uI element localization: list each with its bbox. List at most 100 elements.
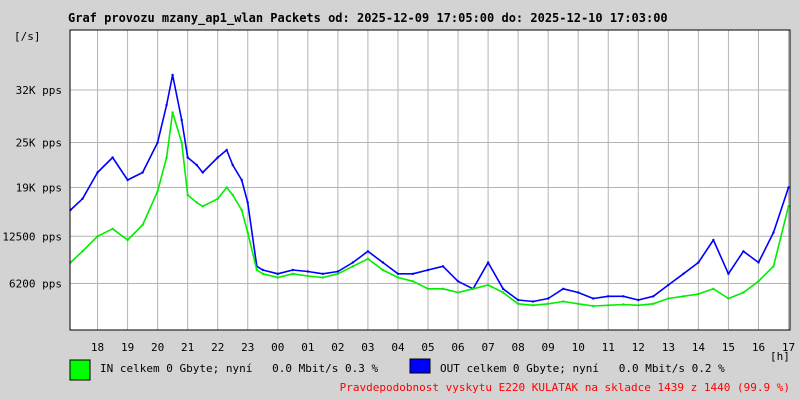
out-data-point <box>186 156 189 159</box>
x-tick-label: 17 <box>782 341 795 354</box>
in-series <box>69 111 790 308</box>
in-data-point <box>351 265 355 268</box>
in-data-point <box>562 300 565 303</box>
out-data-point <box>201 171 204 174</box>
in-data-point <box>727 297 730 300</box>
in-data-point <box>141 223 144 227</box>
in-data-point <box>667 297 670 300</box>
x-tick-label: 22 <box>211 341 224 354</box>
x-tick-label: 02 <box>331 341 344 354</box>
legend-in-swatch <box>69 359 91 381</box>
chart-title: Graf provozu mzany_ap1_wlan Packets od: … <box>68 11 668 26</box>
y-unit-label: [/s] <box>14 30 41 43</box>
legend-in-label: IN celkem 0 Gbyte; nyní 0.0 Mbit/s 0.3 % <box>100 362 379 375</box>
in-data-point <box>195 201 198 204</box>
out-data-point <box>562 287 565 290</box>
in-data-point <box>742 291 745 294</box>
out-data-point <box>531 300 535 303</box>
out-data-point <box>592 297 595 300</box>
in-data-point <box>501 291 505 294</box>
grid-lines <box>70 30 790 330</box>
in-data-point <box>577 302 580 305</box>
out-data-point <box>486 261 490 264</box>
out-data-point <box>195 163 198 167</box>
in-data-point <box>486 283 490 287</box>
out-data-point <box>547 297 550 300</box>
out-data-point <box>727 272 730 275</box>
out-data-point <box>757 261 760 264</box>
out-data-point <box>96 171 99 174</box>
in-data-point <box>240 208 243 212</box>
legend-out-swatch <box>409 358 431 374</box>
out-data-point <box>516 298 520 302</box>
out-data-point <box>216 156 219 159</box>
out-data-point <box>171 73 174 77</box>
out-data-point <box>652 295 655 298</box>
x-tick-label: 13 <box>662 341 675 354</box>
in-data-point <box>652 302 655 305</box>
in-data-point <box>366 257 370 260</box>
out-data-point <box>697 261 700 264</box>
out-data-point <box>426 268 430 272</box>
out-data-point <box>165 103 168 107</box>
x-tick-label: 18 <box>91 341 104 354</box>
x-tick-label: 20 <box>151 341 164 354</box>
in-data-point <box>126 238 129 242</box>
y-tick-label: 12500 pps <box>2 230 62 243</box>
in-data-point <box>682 295 685 298</box>
in-data-point <box>201 205 204 208</box>
x-tick-label: 23 <box>241 341 254 354</box>
out-data-point <box>306 270 309 273</box>
out-data-point <box>126 178 129 182</box>
in-data-point <box>306 274 309 278</box>
in-data-point <box>276 276 279 279</box>
out-data-point <box>456 280 460 283</box>
x-tick-label: 15 <box>722 341 735 354</box>
x-tick-label: 00 <box>271 341 284 354</box>
out-data-point <box>321 272 325 275</box>
in-data-point <box>531 304 535 307</box>
out-data-point <box>667 283 670 287</box>
x-tick-label: 21 <box>181 341 194 354</box>
in-data-point <box>772 265 775 268</box>
y-tick-label: 19K pps <box>16 182 62 195</box>
in-data-point <box>471 287 475 290</box>
out-data-point <box>501 287 505 290</box>
y-axis: 6200 pps 12500 pps 19K pps 25K pps 32K pps <box>2 84 62 291</box>
out-data-point <box>637 298 640 302</box>
in-data-point <box>622 303 625 306</box>
in-data-point <box>336 272 340 275</box>
out-data-point <box>742 250 745 253</box>
out-data-point <box>411 272 415 275</box>
in-data-point <box>697 292 700 296</box>
out-data-point <box>240 178 243 182</box>
x-unit-label: [h] <box>770 350 790 363</box>
in-data-point <box>547 302 550 305</box>
in-data-point <box>321 276 325 279</box>
out-data-point <box>276 272 279 275</box>
out-data-point <box>381 261 385 264</box>
out-data-point <box>441 265 445 268</box>
out-data-point <box>396 272 400 275</box>
in-data-point <box>180 141 183 144</box>
in-data-point <box>81 250 84 253</box>
legend-out-label: OUT celkem 0 Gbyte; nyní 0.0 Mbit/s 0.2 … <box>440 362 725 375</box>
x-tick-label: 03 <box>361 341 374 354</box>
x-tick-label: 19 <box>121 341 134 354</box>
out-data-point <box>336 270 340 273</box>
out-data-point <box>607 295 610 298</box>
plot-border <box>69 29 791 331</box>
out-data-point <box>81 197 84 200</box>
in-data-point <box>441 287 445 290</box>
in-data-point <box>637 304 640 307</box>
x-tick-label: 06 <box>451 341 464 354</box>
in-data-point <box>231 193 234 197</box>
x-tick-label: 08 <box>511 341 524 354</box>
out-data-point <box>141 171 144 174</box>
x-tick-label: 14 <box>692 341 706 354</box>
out-data-point <box>180 118 183 122</box>
out-data-point <box>291 268 294 272</box>
x-tick-label: 07 <box>481 341 494 354</box>
